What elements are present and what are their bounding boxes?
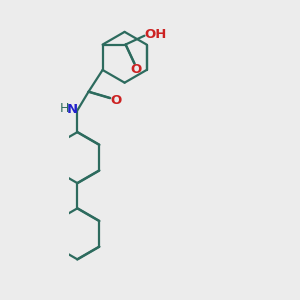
Text: O: O [130, 63, 141, 76]
Text: N: N [67, 103, 78, 116]
Text: O: O [110, 94, 122, 107]
Text: H: H [59, 102, 69, 115]
Text: OH: OH [144, 28, 167, 41]
